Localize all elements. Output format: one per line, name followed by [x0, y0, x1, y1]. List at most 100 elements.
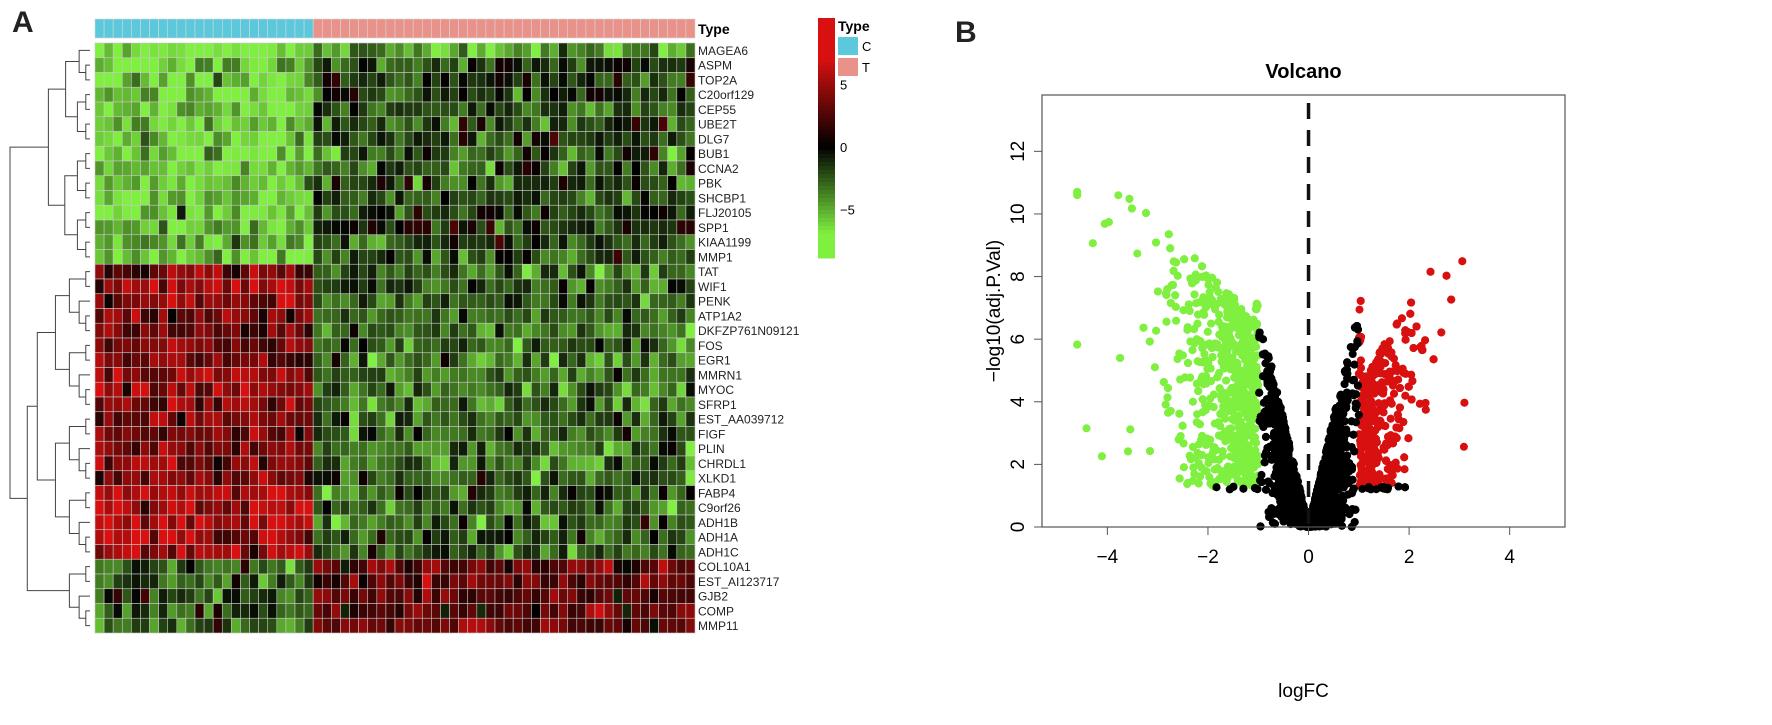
- heatmap-cell: [149, 249, 159, 265]
- heatmap-cell: [249, 249, 259, 265]
- heatmap-cell: [449, 145, 459, 162]
- heatmap-cell: [521, 558, 532, 575]
- heatmap-cell: [340, 308, 350, 324]
- heatmap-cell: [458, 204, 469, 221]
- heatmap-cell: [658, 529, 669, 545]
- heatmap-cell: [631, 337, 641, 354]
- heatmap-cell: [358, 396, 369, 413]
- heatmap-cell: [585, 116, 596, 132]
- heatmap-cell: [367, 131, 378, 147]
- heatmap-cell: [612, 558, 623, 575]
- heatmap-cell: [285, 337, 296, 354]
- heatmap-cell: [585, 101, 596, 118]
- heatmap-cell: [312, 588, 323, 604]
- heatmap-cell: [221, 86, 232, 103]
- heatmap-cell: [149, 234, 159, 250]
- colorbar-segment: [818, 46, 835, 51]
- heatmap-cell: [631, 352, 641, 368]
- heatmap-cell: [503, 249, 514, 265]
- heatmap-cell: [649, 57, 659, 73]
- heatmap-cell: [458, 411, 469, 427]
- heatmap-cell: [412, 470, 423, 486]
- heatmap-cell: [349, 485, 359, 501]
- heatmap-cell: [367, 160, 378, 177]
- heatmap-cell: [512, 278, 523, 295]
- point-down: [1164, 230, 1173, 239]
- annotation-cell: [612, 18, 623, 39]
- heatmap-cell: [640, 470, 650, 486]
- points: [1073, 188, 1469, 531]
- heatmap-cell: [376, 204, 387, 221]
- heatmap-cell: [203, 352, 214, 368]
- heatmap-cell: [658, 381, 669, 398]
- heatmap-cell: [621, 234, 632, 250]
- heatmap-cell: [603, 145, 614, 162]
- heatmap-cell: [385, 234, 396, 250]
- heatmap-cell: [485, 617, 496, 634]
- heatmap-cell: [158, 160, 169, 177]
- heatmap-cell: [94, 263, 105, 280]
- heatmap-cell: [567, 529, 578, 545]
- heatmap-cell: [103, 544, 114, 560]
- heatmap-cell: [240, 219, 250, 236]
- dendrogram-branch: [85, 123, 90, 140]
- point-up: [1437, 328, 1446, 337]
- heatmap-cell: [303, 381, 314, 398]
- heatmap-cell: [685, 514, 696, 531]
- heatmap-cell: [258, 72, 269, 88]
- heatmap-cell: [149, 411, 159, 427]
- heatmap-cell: [321, 485, 332, 501]
- heatmap-cell: [576, 322, 587, 339]
- heatmap-cell: [494, 263, 505, 280]
- heatmap-cell: [321, 57, 332, 73]
- dendrogram-branch: [76, 101, 86, 132]
- heatmap-cell: [431, 86, 441, 103]
- heatmap-cell: [140, 558, 150, 575]
- heatmap-cell: [358, 588, 369, 604]
- heatmap-cell: [285, 499, 296, 516]
- heatmap-cell: [176, 381, 187, 398]
- heatmap-cell: [349, 381, 359, 398]
- heatmap-cell: [240, 308, 250, 324]
- heatmap-cell: [367, 529, 378, 545]
- heatmap-cell: [394, 499, 405, 516]
- heatmap-cell: [340, 573, 350, 590]
- heatmap-cell: [340, 470, 350, 486]
- heatmap-cell: [440, 219, 450, 236]
- heatmap-cell: [131, 42, 141, 59]
- heatmap-cell: [658, 514, 669, 531]
- heatmap-cell: [676, 101, 687, 118]
- heatmap-cell: [476, 72, 487, 88]
- heatmap-cell: [194, 293, 205, 309]
- heatmap-cell: [376, 514, 387, 531]
- heatmap-cell: [185, 396, 196, 413]
- heatmap-cell: [676, 249, 687, 265]
- heatmap-cell: [412, 603, 423, 619]
- gene-label: FOS: [698, 339, 723, 353]
- heatmap-cell: [540, 175, 550, 191]
- heatmap-cell: [131, 544, 141, 560]
- heatmap-cell: [421, 558, 432, 575]
- heatmap-cell: [431, 234, 441, 250]
- heatmap-cell: [558, 57, 569, 73]
- heatmap-cell: [685, 145, 696, 162]
- heatmap-cell: [394, 322, 405, 339]
- heatmap-cell: [212, 131, 223, 147]
- heatmap-cell: [312, 544, 323, 560]
- heatmap-cell: [176, 617, 187, 634]
- heatmap-cell: [458, 440, 469, 457]
- heatmap-cell: [112, 263, 123, 280]
- heatmap-cell: [185, 101, 196, 118]
- point-down: [1146, 447, 1154, 456]
- dendrogram-branch: [85, 492, 90, 509]
- heatmap-cell: [376, 558, 387, 575]
- point-down: [1198, 408, 1207, 417]
- heatmap-cell: [167, 603, 178, 619]
- heatmap-cell: [385, 322, 396, 339]
- heatmap-cell: [340, 455, 350, 472]
- gene-label: COMP: [698, 604, 734, 618]
- heatmap-cell: [467, 322, 478, 339]
- heatmap-cell: [576, 411, 587, 427]
- heatmap-cell: [367, 57, 378, 73]
- heatmap-cell: [676, 470, 687, 486]
